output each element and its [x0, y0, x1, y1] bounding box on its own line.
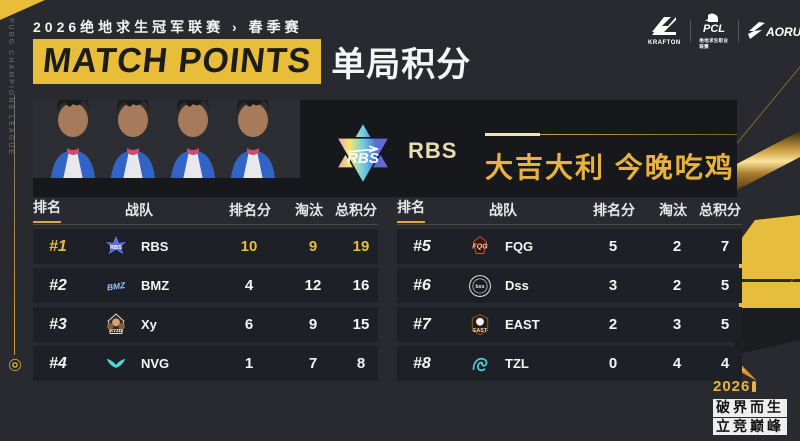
svg-text:EAST: EAST	[473, 328, 488, 334]
svg-text:RBS: RBS	[110, 244, 122, 250]
svg-text:FQG: FQG	[472, 242, 488, 250]
svg-text:AORUS: AORUS	[765, 25, 800, 39]
svg-text:XYZD: XYZD	[110, 328, 123, 333]
svg-text:RBS: RBS	[347, 150, 379, 167]
svg-text:PCL: PCL	[703, 23, 725, 35]
svg-text:BMZ: BMZ	[106, 279, 126, 292]
svg-text:bss: bss	[476, 283, 485, 289]
